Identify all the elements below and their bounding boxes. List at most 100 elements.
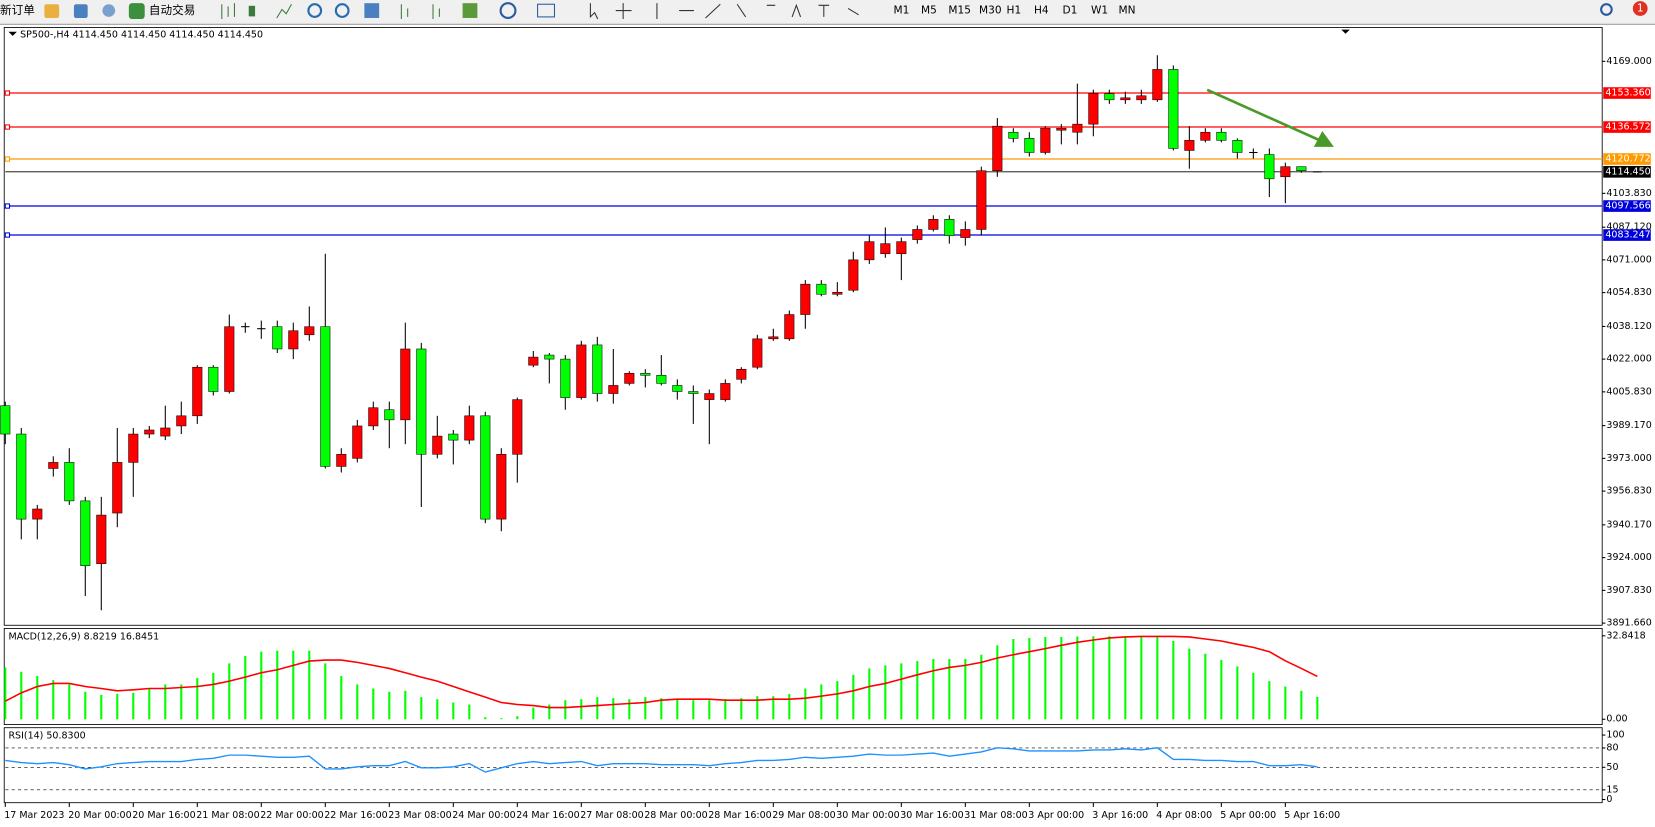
x-tick-label: 5 Apr 16:00 (1284, 810, 1340, 821)
icon[interactable] (102, 4, 116, 17)
icon[interactable] (73, 4, 88, 18)
candle-body (944, 219, 955, 236)
x-tick-label: 20 Mar 16:00 (132, 810, 195, 821)
candle-body (1136, 95, 1147, 101)
y-tick-label: 80 (1606, 742, 1618, 753)
candle-body (352, 425, 363, 459)
candle-body (384, 409, 395, 421)
icon[interactable] (248, 5, 256, 17)
x-tick-label: 30 Mar 16:00 (900, 810, 963, 821)
zoom-in-icon[interactable] (307, 3, 323, 18)
level-label-bg (1603, 200, 1651, 212)
candle-body (704, 393, 715, 400)
timeframe-button[interactable]: M1 (894, 5, 910, 17)
rsi-panel (3, 727, 1603, 804)
x-tick-label: 22 Mar 00:00 (260, 810, 323, 821)
icon[interactable] (221, 3, 235, 20)
search-icon[interactable] (1600, 3, 1613, 16)
indicators-icon[interactable] (462, 3, 478, 18)
candle-body (496, 454, 507, 520)
new-order-button[interactable]: 新订单 (0, 3, 35, 17)
candle-body (480, 415, 491, 520)
current-price-bg (1603, 166, 1651, 178)
level-handle (4, 232, 11, 238)
template-icon[interactable] (537, 3, 556, 18)
timeframe-button[interactable]: M5 (921, 5, 937, 17)
candle-body (160, 427, 171, 437)
candle-body (144, 429, 155, 435)
candle-body (528, 356, 539, 366)
x-tick-label: 5 Apr 00:00 (1220, 810, 1276, 821)
timeframe-button[interactable]: H4 (1034, 5, 1049, 17)
auto-trading-icon[interactable] (128, 3, 145, 20)
timeframe-button[interactable]: M30 (979, 5, 1002, 17)
candle-body (96, 514, 107, 564)
alert-count: 1 (1637, 2, 1644, 14)
candle-body (1152, 69, 1163, 101)
candle-body (1072, 123, 1083, 133)
y-tick-label: 4022.000 (1606, 354, 1651, 365)
candle-body (336, 454, 347, 467)
level-label-bg (1603, 229, 1651, 241)
candle-body (1232, 140, 1243, 153)
candle-body (688, 391, 699, 394)
tile-icon[interactable] (364, 3, 380, 18)
candle-body (864, 241, 875, 261)
candle-body (1296, 166, 1307, 171)
level-handle (4, 124, 11, 130)
auto-trading-button[interactable]: 自动交易 (149, 3, 195, 17)
candle-body (32, 508, 43, 520)
chart-type-icons[interactable] (221, 3, 292, 20)
y-tick-label: 3989.170 (1606, 420, 1651, 431)
cursor-icon[interactable] (589, 3, 599, 20)
level-label: 4083.247 (1605, 230, 1650, 241)
candle-body (128, 433, 139, 463)
scroll-icons[interactable] (400, 4, 440, 20)
candle-body (672, 385, 683, 392)
marks: 4169.000 4103.830 4087.120 4071.000 4054.830… (0, 55, 1652, 821)
timeframes: M1 M5 M15 M30 H1 H4 D1 W1 MN (894, 5, 1136, 17)
y-tick-label: 4169.000 (1606, 56, 1651, 67)
draw-tools[interactable] (736, 3, 859, 18)
y-tick-label: 32.8418 (1606, 630, 1645, 641)
draw-tools[interactable] (615, 3, 721, 20)
y-tick-label: 0 (1606, 794, 1612, 805)
candle-body (80, 500, 91, 566)
chart-title: SP500-,H4 4114.450 4114.450 4114.450 411… (20, 29, 263, 40)
timeframe-button[interactable]: M15 (948, 5, 971, 17)
candle-body (1040, 127, 1051, 153)
icon[interactable] (276, 3, 292, 19)
candle-body (1216, 131, 1227, 141)
candle-body (544, 354, 555, 360)
candle-body (848, 259, 859, 291)
shift-marker (1341, 29, 1350, 34)
x-tick-label: 28 Mar 16:00 (708, 810, 771, 821)
candle-body (816, 283, 827, 295)
level-handle (4, 156, 11, 162)
candle-body (48, 462, 59, 469)
candle-body (1008, 131, 1019, 139)
timeframe-button[interactable]: H1 (1007, 5, 1022, 17)
candle-body (400, 348, 411, 421)
zoom-out-icon[interactable] (334, 3, 350, 18)
y-tick-label: 4087.120 (1606, 222, 1651, 233)
rsi-title: RSI(14) 50.8300 (8, 731, 85, 742)
y-tick-label: 15 (1606, 784, 1618, 795)
timeframe-button[interactable]: W1 (1091, 5, 1108, 17)
period-icon[interactable] (499, 2, 517, 20)
candle-body (304, 326, 315, 336)
y-tick-label: 4038.120 (1606, 321, 1651, 332)
current-price-label: 4114.450 (1605, 166, 1650, 177)
timeframe-button[interactable]: MN (1118, 5, 1135, 17)
icon[interactable] (44, 4, 60, 18)
candle-body (752, 338, 763, 368)
x-tick-label: 24 Mar 16:00 (516, 810, 579, 821)
level-label-bg (1603, 87, 1651, 99)
y-tick-label: 100 (1606, 730, 1624, 741)
alert-badge[interactable] (1632, 1, 1648, 16)
timeframe-button[interactable]: D1 (1062, 5, 1077, 17)
x-tick-label: 29 Mar 08:00 (772, 810, 835, 821)
level-handle (4, 203, 11, 209)
